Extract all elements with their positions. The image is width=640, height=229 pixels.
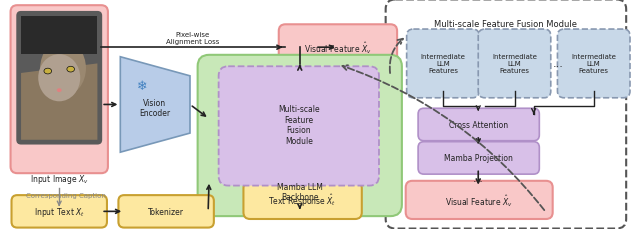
Text: Input Text $X_t$: Input Text $X_t$	[34, 205, 84, 218]
FancyBboxPatch shape	[10, 6, 108, 173]
Text: Cross Attention: Cross Attention	[449, 120, 508, 129]
Text: ...: ...	[553, 59, 564, 69]
Text: Vision
Encoder: Vision Encoder	[139, 98, 170, 117]
Bar	[21, 17, 97, 55]
FancyBboxPatch shape	[243, 182, 362, 219]
FancyBboxPatch shape	[12, 195, 107, 228]
FancyBboxPatch shape	[418, 109, 540, 141]
Ellipse shape	[38, 55, 80, 102]
Text: Multi-scale
Feature
Fusion
Module: Multi-scale Feature Fusion Module	[278, 105, 319, 145]
Text: Mamba LLM
Backbone: Mamba LLM Backbone	[277, 182, 323, 201]
Text: Corresponding Caption: Corresponding Caption	[26, 192, 106, 198]
FancyBboxPatch shape	[478, 30, 551, 98]
FancyBboxPatch shape	[406, 30, 479, 98]
FancyBboxPatch shape	[198, 56, 402, 216]
Text: Intermediate
LLM
Features: Intermediate LLM Features	[572, 54, 616, 74]
Ellipse shape	[57, 89, 61, 93]
FancyBboxPatch shape	[118, 195, 214, 228]
Text: Intermediate
LLM
Features: Intermediate LLM Features	[420, 54, 465, 74]
Text: Visual Feature $\hat{X}_v$: Visual Feature $\hat{X}_v$	[445, 192, 513, 208]
FancyBboxPatch shape	[16, 12, 102, 145]
Text: Mamba Projection: Mamba Projection	[444, 154, 513, 163]
FancyBboxPatch shape	[219, 67, 379, 186]
Text: Text Response $\hat{X}_t$: Text Response $\hat{X}_t$	[269, 192, 337, 208]
Text: ❄: ❄	[137, 79, 148, 93]
Text: Intermediate
LLM
Features: Intermediate LLM Features	[492, 54, 537, 74]
FancyBboxPatch shape	[557, 30, 630, 98]
FancyBboxPatch shape	[406, 181, 553, 219]
Text: Multi-scale Feature Fusion Module: Multi-scale Feature Fusion Module	[435, 20, 577, 29]
Text: Pixel-wise
Alignment Loss: Pixel-wise Alignment Loss	[166, 32, 220, 45]
Ellipse shape	[67, 67, 74, 73]
FancyBboxPatch shape	[279, 25, 397, 72]
Polygon shape	[21, 64, 97, 140]
Ellipse shape	[44, 69, 52, 75]
Text: Visual Feature $\hat{X}_v$: Visual Feature $\hat{X}_v$	[304, 40, 372, 56]
FancyBboxPatch shape	[386, 0, 626, 229]
Text: Input Image $X_v$: Input Image $X_v$	[30, 173, 88, 185]
Ellipse shape	[40, 41, 86, 97]
Text: Tokenizer: Tokenizer	[148, 207, 184, 216]
Polygon shape	[120, 57, 190, 153]
Text: ...: ...	[473, 173, 484, 183]
FancyBboxPatch shape	[418, 142, 540, 174]
